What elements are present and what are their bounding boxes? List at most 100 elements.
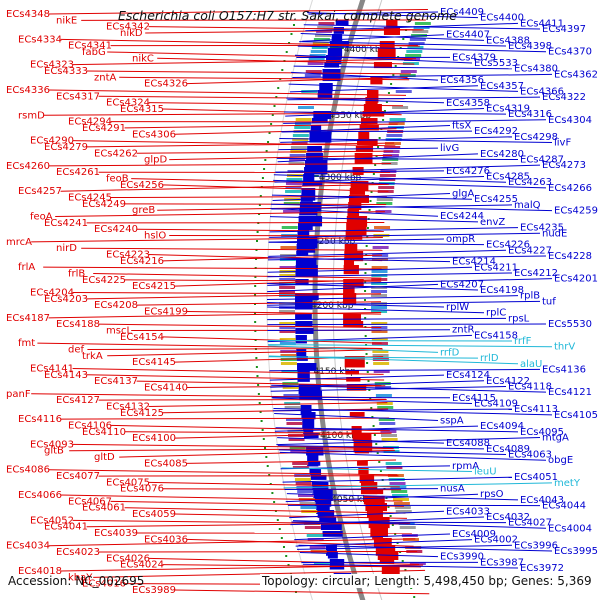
gene-label[interactable]: ECs4317 <box>56 91 100 102</box>
gene-label[interactable]: glpD <box>144 155 167 166</box>
forward-gene-feature[interactable] <box>345 230 363 240</box>
label-leader-line[interactable] <box>86 142 395 148</box>
forward-gene-feature[interactable] <box>358 468 369 475</box>
gene-label[interactable]: ECs4323 <box>30 60 74 71</box>
label-leader-line[interactable] <box>275 427 519 433</box>
gene-label[interactable]: ECs4212 <box>514 268 558 279</box>
gene-label[interactable]: gltB <box>44 446 64 457</box>
reverse-gene-feature[interactable] <box>317 510 335 518</box>
gene-label[interactable]: zntA <box>94 72 117 83</box>
forward-gene-feature[interactable] <box>352 433 372 442</box>
gene-label[interactable]: ECs4358 <box>446 98 490 109</box>
gene-label[interactable]: ECs4093 <box>30 439 74 450</box>
label-leader-line[interactable] <box>136 150 394 154</box>
label-leader-line[interactable] <box>55 211 385 218</box>
forward-gene-feature[interactable] <box>359 125 379 131</box>
label-leader-line[interactable] <box>69 448 394 452</box>
gene-label[interactable]: ECs4086 <box>6 465 50 476</box>
label-leader-line[interactable] <box>288 83 519 92</box>
label-leader-line[interactable] <box>299 41 507 47</box>
gene-label[interactable]: ECs4061 <box>82 503 126 514</box>
label-leader-line[interactable] <box>186 459 397 464</box>
label-leader-line[interactable] <box>278 147 439 151</box>
gene-label[interactable]: ECs5530 <box>548 319 592 330</box>
label-leader-line[interactable] <box>285 493 479 503</box>
gene-label[interactable]: ECs4106 <box>68 420 112 431</box>
gene-label[interactable]: ECs4208 <box>94 300 138 311</box>
gene-label[interactable]: ECs4255 <box>474 194 518 205</box>
label-leader-line[interactable] <box>72 140 396 147</box>
label-leader-line[interactable] <box>277 437 445 444</box>
gene-label[interactable]: frlA <box>18 262 35 273</box>
gene-label[interactable]: feoA <box>30 212 53 223</box>
reverse-gene-feature[interactable] <box>301 412 316 420</box>
gene-label[interactable]: ECs4291 <box>82 123 126 134</box>
gene-label[interactable]: ECs4018 <box>18 566 62 577</box>
gene-label[interactable]: ECs4052 <box>30 515 74 526</box>
label-leader-line[interactable] <box>72 58 413 66</box>
gene-label[interactable]: nikC <box>132 53 154 64</box>
gene-label[interactable]: ECs4400 <box>480 13 524 24</box>
gene-label[interactable]: livF <box>554 137 571 148</box>
gene-label[interactable]: ECs4066 <box>18 490 62 501</box>
gene-label[interactable]: ECs4187 <box>6 313 50 324</box>
gene-label[interactable]: ECs4380 <box>514 64 558 75</box>
gene-label[interactable]: ECs4280 <box>480 149 524 160</box>
label-leader-line[interactable] <box>162 184 389 192</box>
label-leader-line[interactable] <box>60 494 403 502</box>
gene-label[interactable]: ECs4002 <box>474 535 518 546</box>
kbp-tick-label[interactable]: 4100 kbp <box>320 431 363 441</box>
label-leader-line[interactable] <box>267 278 553 286</box>
gene-label[interactable]: ECs4044 <box>542 501 586 512</box>
gene-label[interactable]: ECs4214 <box>452 257 496 268</box>
gene-label[interactable]: ECs4388 <box>486 35 530 46</box>
gene-label[interactable]: ECs4398 <box>508 41 552 52</box>
label-leader-line[interactable] <box>148 402 388 407</box>
gene-label[interactable]: ECs4076 <box>120 484 164 495</box>
gene-label[interactable]: ECs4009 <box>452 529 496 540</box>
gene-label[interactable]: ECs3990 <box>440 552 484 563</box>
forward-gene-feature[interactable] <box>349 412 365 417</box>
label-leader-line[interactable] <box>282 124 451 133</box>
gene-label[interactable]: alaU <box>520 359 542 370</box>
kbp-tick-label[interactable]: 4300 kbp <box>319 173 362 183</box>
gene-label[interactable]: ECs4362 <box>554 69 598 80</box>
label-leader-line[interactable] <box>273 408 553 416</box>
label-leader-line[interactable] <box>286 493 519 501</box>
label-leader-line[interactable] <box>267 317 507 321</box>
reverse-gene-feature[interactable] <box>297 370 310 382</box>
gene-label[interactable]: rrlD <box>480 353 499 364</box>
gene-label[interactable]: ECs4141 <box>30 363 74 374</box>
label-leader-line[interactable] <box>297 45 547 53</box>
label-leader-line[interactable] <box>290 516 485 526</box>
label-leader-line[interactable] <box>86 70 411 75</box>
gene-label[interactable]: ECs4276 <box>446 166 490 177</box>
kbp-tick-label[interactable]: 4150 kbp <box>313 367 356 377</box>
gene-label[interactable]: ECs5533 <box>474 58 518 69</box>
reverse-gene-feature[interactable] <box>295 293 319 301</box>
reverse-gene-feature[interactable] <box>302 181 323 187</box>
gene-label[interactable]: mrcA <box>6 237 32 248</box>
gene-label[interactable]: ECs4118 <box>508 381 552 392</box>
gene-label[interactable]: livG <box>440 143 459 154</box>
gene-label[interactable]: hslO <box>144 231 166 242</box>
reverse-gene-feature[interactable] <box>331 34 343 43</box>
label-leader-line[interactable] <box>267 257 451 263</box>
gene-label[interactable]: ECs4324 <box>106 98 150 109</box>
label-leader-line[interactable] <box>174 589 430 595</box>
label-leader-line[interactable] <box>48 311 382 319</box>
label-leader-line[interactable] <box>86 522 411 528</box>
label-leader-line[interactable] <box>131 178 390 185</box>
gene-label[interactable]: ECs4370 <box>548 47 592 58</box>
label-leader-line[interactable] <box>60 183 388 192</box>
gene-label[interactable]: ECs4201 <box>554 274 598 285</box>
gene-label[interactable]: ECs4132 <box>106 401 150 412</box>
reverse-gene-feature[interactable] <box>298 223 313 231</box>
label-leader-line[interactable] <box>186 310 382 315</box>
label-leader-line[interactable] <box>279 138 553 143</box>
forward-gene-feature[interactable] <box>349 188 366 195</box>
gene-label[interactable]: ECs4333 <box>44 66 88 77</box>
gene-label[interactable]: feoB <box>106 174 129 185</box>
forward-gene-feature[interactable] <box>357 461 368 466</box>
